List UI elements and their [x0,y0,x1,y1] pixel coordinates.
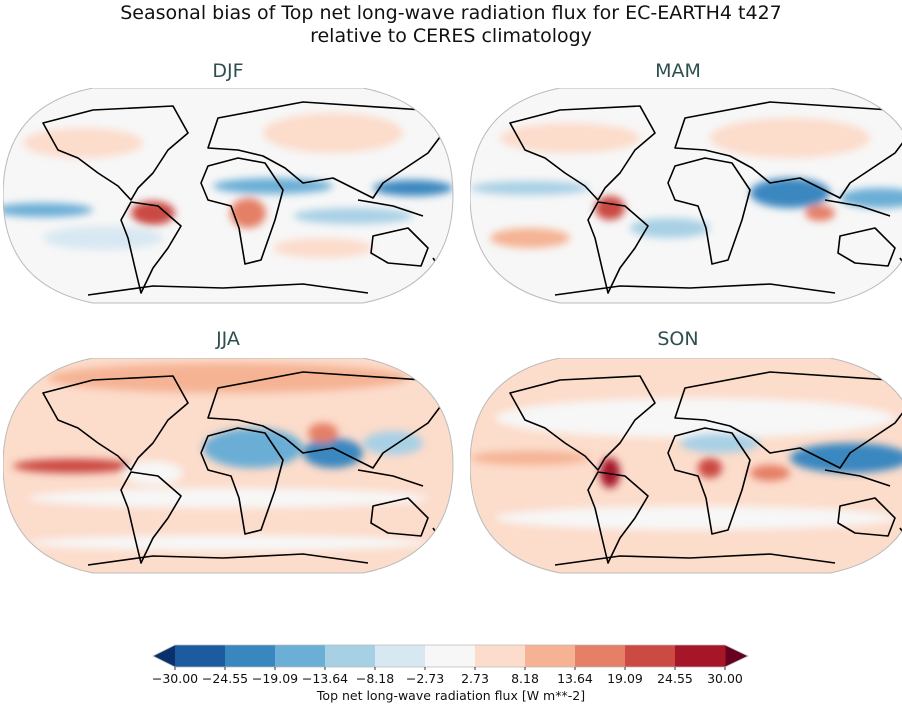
colorbar-tick-label: 24.55 [657,671,693,686]
colorbar-segment [375,645,426,667]
colorbar-tick-label: 2.73 [461,671,489,686]
colorbar-tick-label: 19.09 [607,671,643,686]
colorbar-segment [525,645,576,667]
map-jja [3,358,454,574]
map-son [470,358,902,574]
colorbar-label: Top net long-wave radiation flux [W m**-… [316,688,586,703]
colorbar-segment [675,645,726,667]
panel-title-jja: JJA [216,328,240,350]
colorbar-tick-label: 13.64 [557,671,593,686]
colorbar-extend-low [153,645,175,667]
colorbar-segment [475,645,526,667]
panel-title-mam: MAM [655,60,701,82]
colorbar-tick-label: −2.73 [405,671,445,686]
colorbar-segment [225,645,276,667]
map-mam [470,88,902,304]
title-line-2: relative to CERES climatology [310,25,592,47]
colorbar-tick-label: −13.64 [301,671,349,686]
colorbar-segment [575,645,626,667]
colorbar-segment [425,645,476,667]
colorbar-tick-label: 30.00 [707,671,743,686]
colorbar-segment [175,645,226,667]
colorbar-segment [625,645,676,667]
colorbar-extend-high [725,645,748,667]
panel-title-djf: DJF [212,60,244,82]
colorbar-tick-label: −8.18 [355,671,395,686]
colorbar-tick-label: −19.09 [251,671,299,686]
map-djf [3,88,454,304]
colorbar-segment [325,645,376,667]
panel-title-son: SON [657,328,699,350]
colorbar-tick-label: −30.00 [151,671,199,686]
title-line-1: Seasonal bias of Top net long-wave radia… [120,2,782,24]
colorbar-tick-label: 8.18 [511,671,539,686]
figure-title: Seasonal bias of Top net long-wave radia… [0,2,902,48]
colorbar-segment [275,645,326,667]
colorbar-tick-label: −24.55 [201,671,249,686]
